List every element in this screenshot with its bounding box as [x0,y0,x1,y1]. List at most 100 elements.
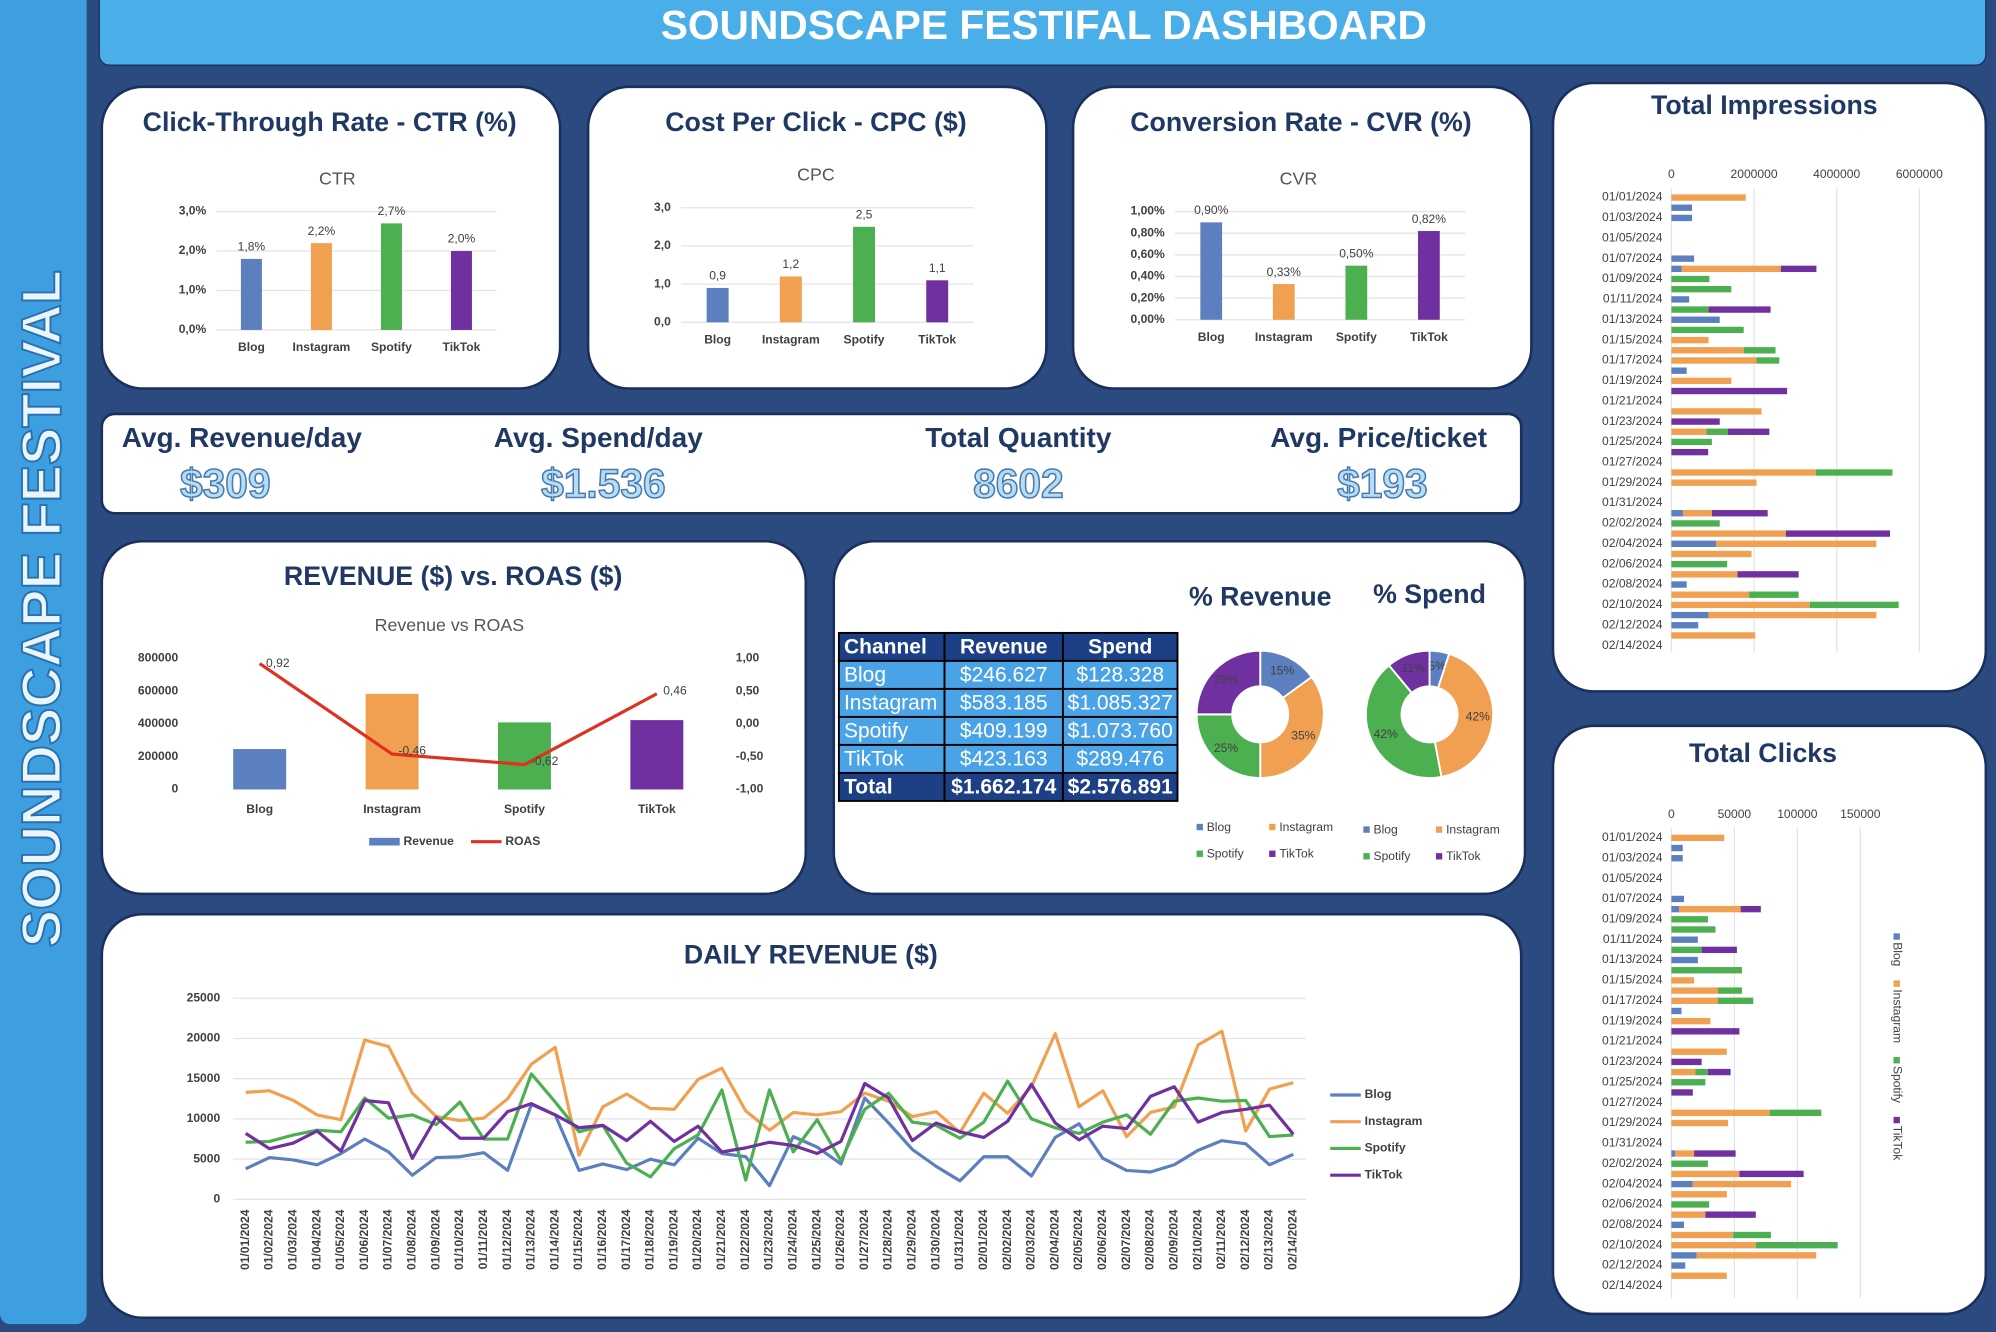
header-bar [98,0,1987,66]
legend-swatch [1893,933,1900,940]
data-label: 0,82% [1412,212,1447,226]
x-tick-label: 01/03/2024 [285,1209,299,1270]
legend-swatch [1893,1116,1900,1124]
table-text: $1.662.174 [951,776,1056,799]
table-text: $2.576.891 [1068,776,1173,799]
bar [450,251,472,330]
bar [1671,1160,1708,1167]
legend-label: Blog [1365,1087,1392,1101]
bar [1671,510,1683,517]
bar [1733,1231,1771,1239]
y-tick-label: 01/09/2024 [1602,912,1663,926]
bar [1671,316,1720,323]
kpi-value: 8602 [973,460,1064,506]
bar [1705,1211,1756,1218]
x-tick-label: 01/20/2024 [690,1209,704,1270]
data-label: 0,50% [1339,246,1374,260]
data-label: 5% [1428,659,1446,673]
y-tick-label: 02/12/2024 [1602,617,1663,631]
pie-slice [1364,663,1443,779]
x-tick-label: 0 [1668,807,1675,821]
data-label: 2,5 [856,208,873,222]
kpi-value: $193 [1337,460,1428,506]
bar [1671,905,1679,913]
y-tick-label: 01/25/2024 [1602,1074,1663,1088]
x-tick-label: 01/29/2024 [905,1209,919,1270]
y-tick-label: 02/10/2024 [1602,1237,1663,1251]
legend-label: TikTok [1446,849,1481,863]
table-text: Total [844,776,893,799]
data-label: 15% [1270,663,1294,677]
bar [1716,540,1877,547]
legend-label: Blog [1207,820,1231,834]
y-tick-label: 02/14/2024 [1602,1278,1663,1292]
y-tick-label: 01/11/2024 [1603,932,1663,946]
legend-swatch [369,837,400,846]
legend-label: Blog [1891,942,1905,966]
x-tick-label: 01/07/2024 [381,1209,395,1270]
chart-title: Conversion Rate - CVR (%) [1130,107,1471,137]
legend-label: Spotify [1365,1141,1406,1155]
table-text: $583.185 [960,692,1048,715]
y-tick-label: 10000 [187,1111,221,1125]
y-tick-label: 01/17/2024 [1602,993,1663,1007]
x-tick-label: 01/21/2024 [714,1209,728,1270]
bar [1707,1068,1731,1076]
x-tick-label: 01/28/2024 [881,1209,895,1270]
y-tick-label: 5000 [193,1151,220,1165]
data-label: -0,46 [398,744,426,758]
table-cell [943,771,1064,802]
bar [1671,1180,1693,1188]
data-label: 25% [1214,741,1238,755]
y-tick-label: 3,0% [179,204,207,218]
bar [1671,1068,1696,1076]
y-tick-label: 02/08/2024 [1602,1217,1663,1231]
x-tick-label: 01/25/2024 [809,1209,823,1270]
bar [1671,1017,1711,1025]
side-title: SOUNDSCAPE FESTIVAL [10,270,73,947]
bar [1671,275,1710,283]
bar [1701,946,1737,954]
bar [1671,1252,1697,1259]
y-tick-label: 02/06/2024 [1602,556,1663,570]
bar [1671,336,1709,344]
y-tick-label: 02/02/2024 [1602,1156,1663,1170]
bar [1671,1079,1706,1086]
bar [1749,591,1799,598]
bar [380,223,402,330]
bar [1671,530,1786,537]
bar [1671,1191,1727,1198]
bar [1671,204,1693,211]
data-label: 0,92 [266,656,290,670]
bar [1418,231,1440,320]
line [244,1081,1295,1160]
y-tick-label: 0 [171,782,178,796]
y-tick-label: 01/31/2024 [1602,1136,1663,1150]
y-tick-label: 01/01/2024 [1602,830,1663,844]
line [258,662,658,767]
bar [1816,469,1893,476]
bar [1671,611,1709,619]
y-tick-label: 02/08/2024 [1602,577,1663,591]
x-tick-label: TikTok [443,340,481,354]
bar [1717,997,1754,1004]
data-label: 2,2% [308,224,336,238]
y-tick-label: 01/01/2024 [1602,190,1663,204]
bar [1671,448,1709,456]
x-tick-label: 01/17/2024 [619,1209,633,1270]
y-tick-label: 01/05/2024 [1602,871,1663,885]
x-tick-label: 02/12/2024 [1238,1209,1252,1270]
y-tick-label: 01/03/2024 [1602,850,1663,864]
x-tick-label: Blog [1198,330,1225,344]
bar [630,720,684,790]
table-header: Spend [1088,636,1152,659]
table-text: $128.328 [1076,664,1164,687]
bar [1695,1068,1708,1076]
data-label: 2,7% [378,204,406,218]
x-tick-label: 02/03/2024 [1024,1209,1038,1270]
y-tick-label: 01/07/2024 [1602,891,1663,905]
bar [1739,1170,1804,1178]
x-tick-label: 01/31/2024 [952,1209,966,1270]
bar [779,276,802,323]
